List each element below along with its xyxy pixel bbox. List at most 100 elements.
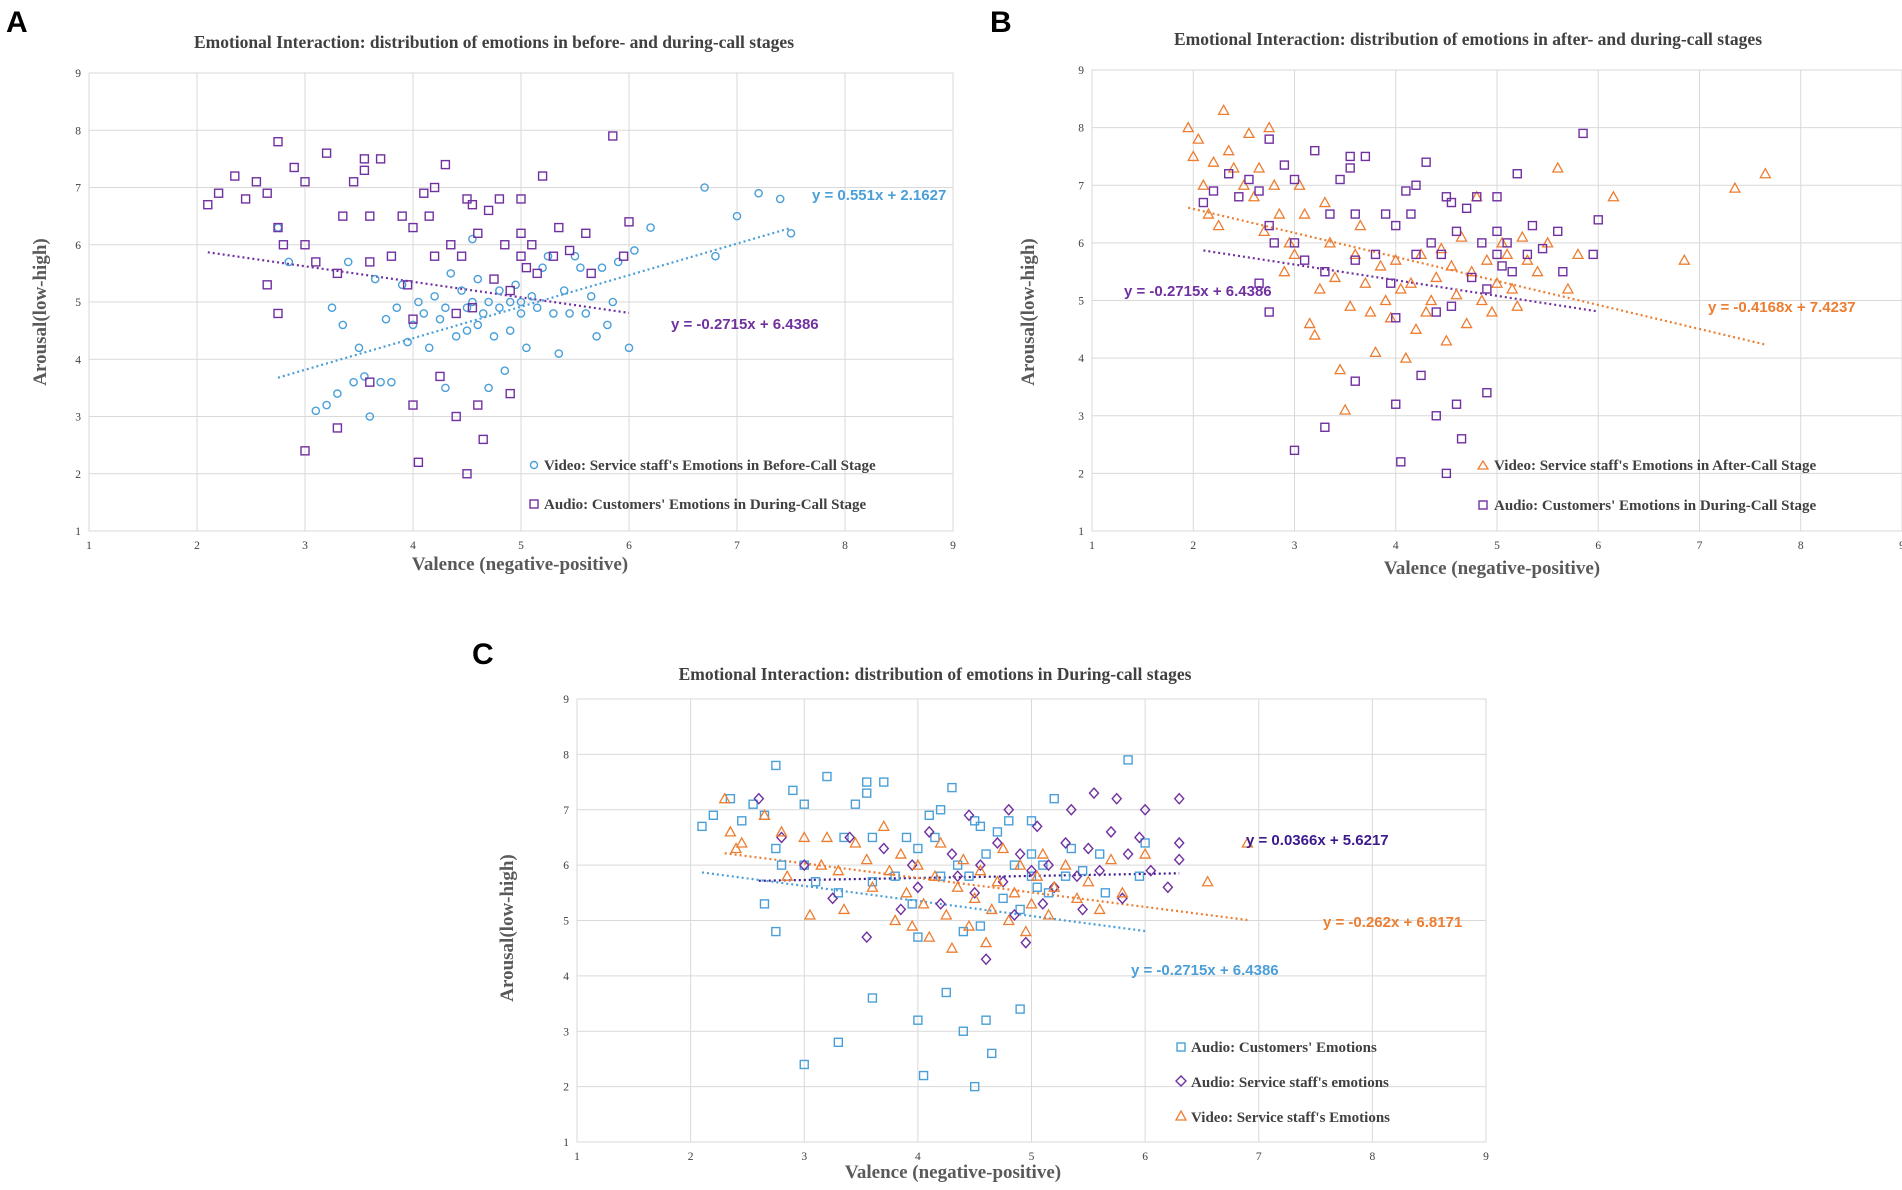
data-point-square [799, 799, 809, 809]
x-tick-label: 5 [1494, 540, 1500, 552]
data-point-square [1558, 266, 1568, 277]
data-point-triangle [1425, 294, 1438, 306]
data-point-square [1406, 209, 1416, 219]
data-point-square [1100, 888, 1111, 898]
data-point-square [489, 274, 499, 284]
x-tick-label: 1 [86, 540, 92, 552]
data-point-square [262, 188, 272, 198]
data-point-triangle [1571, 248, 1585, 260]
data-point-diamond [1065, 803, 1077, 816]
data-point-circle [311, 406, 321, 416]
data-point-triangle [1414, 248, 1428, 260]
data-point-triangle [1409, 322, 1423, 334]
data-point-diamond [991, 836, 1003, 850]
data-point-triangle [1607, 190, 1620, 202]
x-tick-label: 5 [1029, 1151, 1035, 1163]
data-point-square [969, 816, 980, 826]
data-point-square [435, 371, 445, 382]
y-tick-label: 1 [563, 1137, 569, 1149]
data-point-square [935, 805, 946, 815]
legend-marker-triangle [1476, 459, 1490, 470]
data-point-square [737, 816, 747, 826]
data-point-circle [522, 343, 531, 353]
data-point-square [1289, 445, 1300, 456]
data-point-square [1320, 422, 1330, 432]
data-point-triangle [1369, 346, 1382, 358]
data-point-diamond [1173, 836, 1185, 850]
data-point-square [365, 377, 375, 387]
data-point-triangle [1187, 150, 1200, 162]
data-point-circle [484, 297, 493, 307]
x-tick-label: 4 [915, 1151, 921, 1163]
y-tick-label: 9 [75, 68, 81, 80]
data-point-circle [473, 274, 483, 284]
data-point-square [1492, 249, 1502, 260]
legend-marker-diamond [1175, 1075, 1187, 1087]
data-point-square [1032, 882, 1042, 892]
data-point-triangle [889, 914, 902, 926]
data-point-square [1026, 849, 1037, 859]
data-point-circle [441, 383, 450, 393]
data-point-square [359, 165, 370, 176]
data-point-triangle [1298, 207, 1311, 219]
data-point-triangle [1002, 914, 1015, 926]
data-point-square [913, 1015, 923, 1025]
data-point-circle [700, 183, 709, 192]
data-point-square [1360, 151, 1371, 162]
data-point-diamond [974, 859, 986, 872]
data-point-diamond [1009, 908, 1020, 922]
y-tick-label: 8 [1078, 123, 1084, 135]
data-point-square [1537, 243, 1548, 254]
y-tick-label: 3 [1078, 411, 1084, 423]
data-point-triangle [1521, 253, 1534, 265]
y-axis-label: Arousal(low-high) [1018, 238, 1039, 385]
data-point-diamond [906, 859, 918, 872]
data-point-circle [478, 309, 488, 318]
data-point-diamond [1139, 803, 1151, 816]
data-point-triangle [1207, 155, 1220, 167]
data-point-triangle [1247, 190, 1261, 202]
data-point-square [462, 469, 472, 479]
data-point-square [1441, 192, 1452, 202]
data-point-diamond [1071, 870, 1083, 883]
data-point-square [408, 314, 418, 324]
data-point-triangle [1511, 299, 1524, 311]
data-point-diamond [844, 831, 856, 844]
data-point-circle [511, 280, 520, 290]
data-point-square [1077, 865, 1088, 876]
data-point-triangle [1217, 103, 1230, 115]
legend-label: Video: Service staff's Emotions [1191, 1110, 1390, 1126]
data-point-triangle [979, 936, 993, 948]
data-point-square [581, 228, 591, 239]
data-point-diamond [1026, 864, 1037, 877]
data-point-square [332, 268, 343, 279]
data-point-triangle [1480, 253, 1493, 265]
data-point-square [537, 171, 548, 181]
legend-label: Audio: Customers' Emotions in During-Cal… [544, 497, 866, 513]
data-point-square [918, 1070, 929, 1081]
trendline [1203, 249, 1599, 313]
data-point-square [867, 877, 878, 887]
x-axis-label: Valence (negative-positive) [845, 1162, 1061, 1183]
data-point-diamond [827, 892, 839, 905]
data-point-circle [570, 251, 580, 261]
plot-area: 1 2 3 4 5 6 7 8 9 1 2 3 4 5 6 7 8 9 [1078, 65, 1902, 552]
data-point-circle [354, 343, 364, 353]
data-point-square [1335, 174, 1345, 185]
data-point-triangle [1070, 892, 1084, 903]
data-point-diamond [861, 931, 873, 944]
data-point-triangle [1445, 259, 1458, 271]
data-point-square [1482, 284, 1492, 294]
x-tick-label: 1 [1089, 540, 1095, 552]
data-point-triangle [1082, 875, 1095, 887]
legend-marker-triangle [1174, 1109, 1188, 1121]
data-point-diamond [798, 859, 810, 872]
trendline-equation: y = -0.262x + 6.8171 [1323, 914, 1462, 931]
data-point-diamond [1031, 820, 1043, 833]
trendline [207, 251, 630, 314]
data-point-diamond [1162, 881, 1174, 894]
data-point-square [1123, 755, 1133, 765]
data-point-square [964, 871, 974, 881]
data-point-triangle [1303, 317, 1316, 329]
data-point-square [697, 821, 707, 832]
